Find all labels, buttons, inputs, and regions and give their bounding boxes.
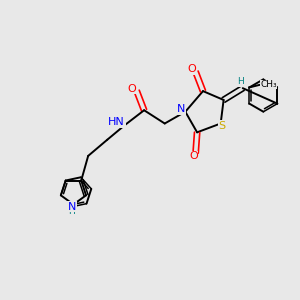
Text: S: S xyxy=(219,121,226,131)
Text: N: N xyxy=(68,202,76,212)
Text: CH₃: CH₃ xyxy=(260,80,277,89)
Text: O: O xyxy=(189,152,198,161)
Text: H: H xyxy=(69,207,75,216)
Text: N: N xyxy=(177,104,185,114)
Text: O: O xyxy=(188,64,197,74)
Text: O: O xyxy=(127,84,136,94)
Text: HN: HN xyxy=(108,117,125,127)
Text: H: H xyxy=(237,77,244,86)
